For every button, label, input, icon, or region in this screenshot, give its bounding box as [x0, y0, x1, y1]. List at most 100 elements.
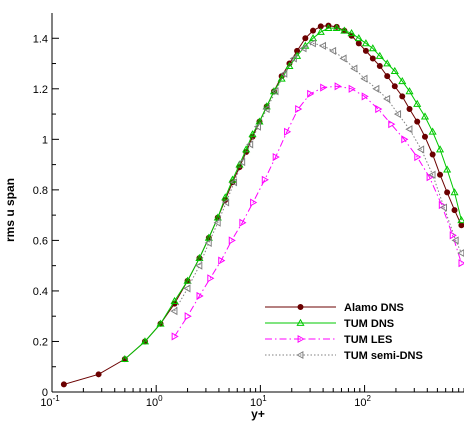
data-point — [420, 112, 430, 120]
series-line — [174, 85, 462, 337]
series-tum-semi-dns — [170, 39, 464, 316]
data-point — [253, 122, 261, 131]
data-point — [213, 218, 221, 227]
data-point — [451, 207, 458, 214]
data-point — [228, 175, 237, 183]
data-point — [221, 193, 230, 201]
legend-entry: TUM DNS — [265, 318, 394, 330]
data-point — [393, 110, 402, 119]
data-point — [429, 151, 436, 158]
data-point — [384, 73, 391, 80]
data-point — [405, 87, 414, 95]
data-point — [285, 61, 294, 69]
legend-entry: TUM semi-DNS — [265, 350, 423, 362]
y-tick-label: 0.4 — [33, 286, 48, 298]
y-tick-label: 1.4 — [33, 33, 48, 45]
series-tum-dns — [120, 23, 464, 363]
data-point — [439, 203, 448, 212]
x-tick-label: 10-1 — [40, 394, 60, 409]
data-point — [372, 84, 380, 93]
data-point — [320, 83, 328, 92]
data-point — [451, 236, 459, 245]
data-point — [301, 41, 310, 49]
data-point — [184, 312, 192, 321]
data-point — [426, 173, 434, 182]
data-point — [272, 152, 280, 162]
data-point — [398, 77, 407, 85]
data-point — [277, 74, 286, 82]
data-point — [310, 27, 317, 34]
data-point — [383, 59, 392, 67]
series-tum-les — [171, 82, 464, 341]
data-point — [140, 337, 150, 345]
data-point — [238, 158, 246, 167]
data-point — [289, 54, 297, 63]
y-tick-label: 0.6 — [33, 235, 48, 247]
data-point — [261, 175, 269, 184]
data-point — [361, 39, 370, 47]
data-point — [262, 104, 270, 114]
data-point — [435, 145, 445, 153]
data-point — [156, 319, 165, 327]
data-point — [171, 332, 179, 341]
y-axis-title: rms u span — [3, 178, 17, 242]
data-point — [324, 23, 333, 32]
legend-marker — [297, 334, 305, 344]
data-point — [444, 189, 451, 196]
data-point — [458, 259, 464, 268]
data-point — [246, 140, 254, 149]
data-point — [195, 261, 203, 270]
data-point — [375, 51, 384, 59]
data-point — [340, 26, 349, 34]
series-line — [124, 27, 462, 360]
data-point — [339, 54, 347, 63]
data-point — [355, 40, 362, 47]
data-point — [354, 34, 363, 42]
data-point — [362, 47, 369, 54]
data-point — [405, 125, 413, 134]
data-point — [242, 145, 251, 153]
data-point — [390, 66, 399, 75]
data-point — [414, 118, 421, 125]
legend-marker — [297, 303, 304, 310]
data-point — [376, 63, 383, 70]
legend-entry: Alamo DNS — [265, 302, 404, 314]
data-point — [428, 170, 436, 179]
x-tick-label: 100 — [146, 394, 163, 409]
y-tick-label: 0.2 — [33, 336, 48, 348]
legend-label: Alamo DNS — [344, 302, 404, 314]
x-axis-title: y+ — [251, 407, 265, 421]
data-point — [383, 94, 391, 103]
data-point — [213, 213, 222, 221]
data-point — [204, 233, 213, 241]
data-point — [250, 198, 258, 207]
y-tick-label: 0 — [42, 387, 48, 399]
data-point — [196, 291, 204, 301]
series-alamo-dns — [60, 22, 464, 388]
data-point — [316, 27, 325, 35]
data-point — [361, 92, 369, 101]
data-point — [318, 41, 327, 50]
data-point — [218, 256, 226, 265]
data-point — [391, 83, 398, 90]
data-point — [399, 93, 406, 100]
y-tick-label: 0.8 — [33, 185, 48, 197]
legend-label: TUM semi-DNS — [344, 350, 423, 362]
data-point — [60, 381, 67, 388]
data-point — [457, 215, 464, 224]
data-point — [120, 354, 129, 363]
data-point — [401, 135, 409, 144]
data-point — [207, 274, 215, 283]
data-point — [417, 145, 425, 154]
data-point — [183, 276, 192, 284]
data-point — [183, 284, 191, 293]
data-point — [350, 64, 358, 73]
data-point — [95, 371, 102, 378]
data-point — [228, 236, 236, 245]
data-point — [329, 46, 337, 55]
data-point — [170, 307, 178, 316]
data-point — [271, 87, 279, 96]
data-point — [421, 133, 428, 140]
data-point — [369, 55, 376, 62]
